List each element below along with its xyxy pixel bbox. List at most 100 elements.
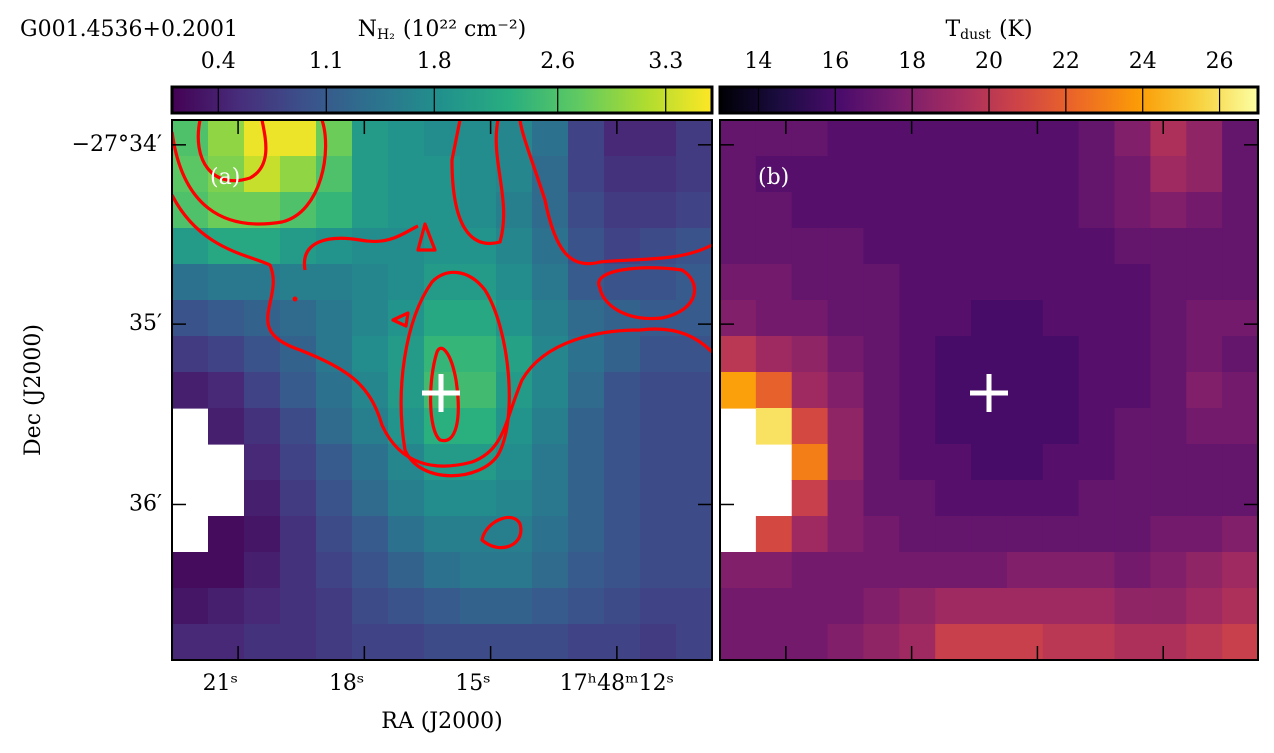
heatmap-cell [1150, 444, 1187, 481]
contour [196, 120, 268, 183]
heatmap-cell [1186, 228, 1223, 265]
axes: 21ˢ 18ˢ 15ˢ 17ʰ48ᵐ12ˢ −27°34′ 35′ 36′ (a) 0.4 1.1… [20, 17, 1260, 734]
colorbar [170, 85, 714, 115]
heatmap-cell [424, 516, 461, 553]
heatmap-cell [1114, 516, 1151, 553]
heatmap-cell [388, 156, 425, 193]
heatmap-cell [532, 120, 569, 157]
heatmap-cell [640, 408, 677, 445]
heatmap-cell [863, 120, 900, 157]
heatmap-cell [1186, 120, 1223, 157]
heatmap-cell [755, 372, 793, 409]
heatmap-cell [208, 516, 245, 553]
heatmap-cell [1150, 228, 1187, 265]
heatmap-cell [1042, 624, 1080, 661]
heatmap-cell [424, 552, 461, 589]
heatmap-cell [863, 552, 900, 589]
heatmap-cell [1042, 516, 1080, 553]
heatmap-cell [280, 156, 317, 193]
heatmap-cell [827, 444, 865, 481]
heatmap-cell [460, 156, 497, 193]
heatmap-cell [1186, 624, 1223, 661]
heatmap-cell [1006, 480, 1044, 517]
heatmap-cell [1222, 408, 1259, 445]
heatmap-cell [720, 192, 757, 229]
plot-frame [719, 119, 1259, 661]
heatmap-cell [244, 228, 281, 265]
heatmap-cell [899, 336, 936, 373]
heatmap-cell [1150, 516, 1187, 553]
heatmap-cell [568, 624, 605, 661]
heatmap-cell [352, 444, 389, 481]
heatmap-cell [971, 624, 1008, 661]
heatmap-cell [568, 408, 605, 445]
heatmap-cell [1114, 336, 1151, 373]
heatmap-cell [676, 156, 713, 193]
heatmaps [172, 120, 1259, 661]
heatmap-cell [971, 300, 1008, 337]
heatmap-cell [899, 192, 936, 229]
heatmap-cell [1222, 552, 1259, 589]
contour [391, 311, 410, 328]
heatmap-cell [388, 120, 425, 157]
heatmap-cell [935, 372, 972, 409]
heatmap-cell [791, 552, 829, 589]
heatmap-cell [1222, 336, 1259, 373]
heatmap-cell [1006, 516, 1044, 553]
panel-label: (a) [210, 165, 240, 190]
heatmap-cell [1222, 120, 1259, 157]
heatmap-cell [604, 408, 641, 445]
source-markers [422, 374, 1008, 412]
heatmap-cell [496, 264, 533, 301]
heatmap-cell [863, 300, 900, 337]
heatmap-cell [1042, 480, 1080, 517]
heatmap-cell [863, 372, 900, 409]
heatmap-cell [1078, 264, 1116, 301]
heatmap-cell [899, 516, 936, 553]
heatmap-cell [640, 372, 677, 409]
heatmap-cell [568, 444, 605, 481]
heatmap-cell [496, 408, 533, 445]
heatmap-cell [1078, 516, 1116, 553]
heatmap-cell [1186, 264, 1223, 301]
heatmap-cell [827, 156, 865, 193]
x-tick-label: 17ʰ48ᵐ12ˢ [560, 671, 674, 696]
heatmap-cell [424, 588, 461, 625]
heatmap-cell [460, 408, 497, 445]
heatmap-cell [460, 372, 497, 409]
heatmap-cell [1114, 228, 1151, 265]
colorbar-tick-label: 0.4 [201, 49, 236, 74]
y-axis-label: Dec (J2000) [21, 324, 46, 456]
heatmap-cell [460, 552, 497, 589]
heatmap-cell [604, 372, 641, 409]
heatmap-cell [1150, 480, 1187, 517]
label-units: (10²² cm⁻²) [403, 17, 526, 42]
heatmap-cell [827, 264, 865, 301]
heatmap-cell [1078, 480, 1116, 517]
heatmap-cell [388, 408, 425, 445]
heatmap-cell [244, 480, 281, 517]
heatmap-cell [460, 192, 497, 229]
heatmap-cell [971, 588, 1008, 625]
heatmap-cell [532, 516, 569, 553]
heatmap-cell [1222, 444, 1259, 481]
heatmap-cell [827, 624, 865, 661]
heatmap-cell [1186, 372, 1223, 409]
heatmap-cell [532, 588, 569, 625]
colorbar-tick-label: 20 [975, 49, 1003, 74]
heatmap-cell [720, 300, 757, 337]
heatmap-cell [316, 228, 353, 265]
heatmap-cell [1222, 156, 1259, 193]
heatmap-cell [1150, 552, 1187, 589]
heatmap-cell [720, 552, 757, 589]
heatmap-cell [244, 264, 281, 301]
heatmap-cell [208, 624, 245, 661]
heatmap-cell [1042, 120, 1080, 157]
heatmap-cell [1150, 300, 1187, 337]
heatmap-cell [899, 480, 936, 517]
heatmap-cell [316, 192, 353, 229]
heatmap-cell [1150, 408, 1187, 445]
contour [518, 120, 712, 266]
heatmap-cell [316, 372, 353, 409]
heatmap-cell [676, 516, 713, 553]
